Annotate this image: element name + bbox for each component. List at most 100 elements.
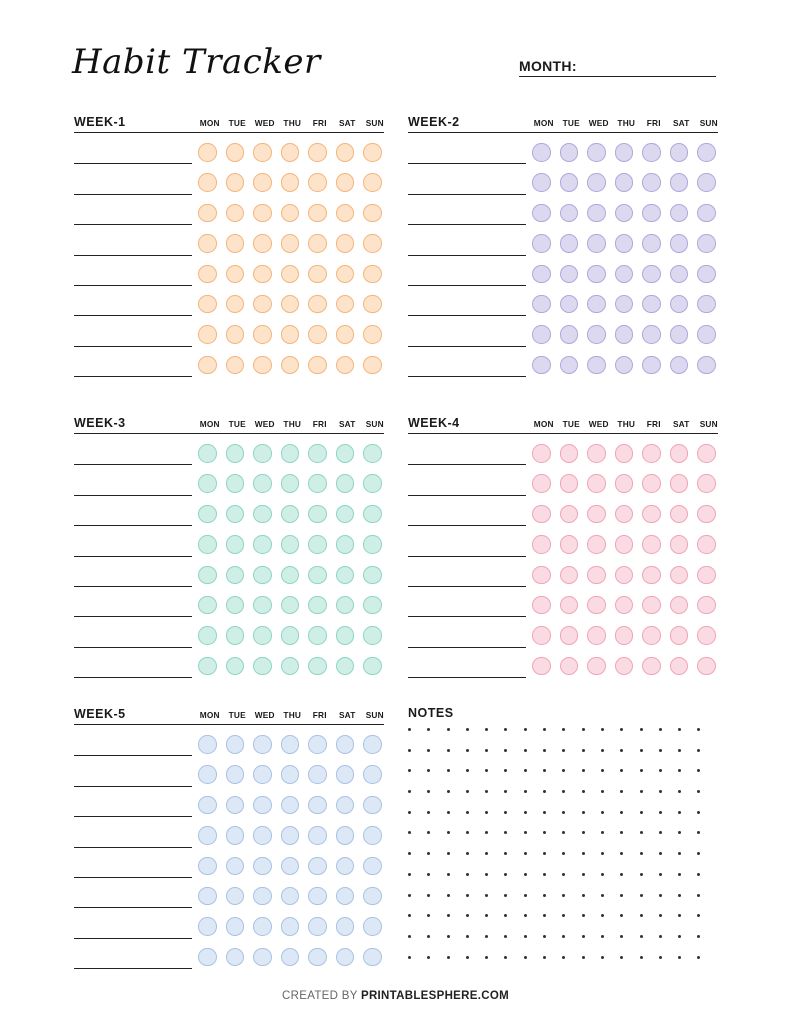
habit-name-line[interactable]: [74, 876, 192, 878]
habit-check-circle[interactable]: [587, 474, 606, 493]
habit-check-circle[interactable]: [225, 565, 244, 585]
habit-check-circle[interactable]: [363, 626, 382, 645]
habit-check-circle[interactable]: [253, 826, 272, 845]
habit-check-circle[interactable]: [559, 595, 578, 615]
habit-check-circle[interactable]: [198, 294, 217, 314]
habit-check-circle[interactable]: [225, 355, 244, 375]
habit-check-circle[interactable]: [225, 656, 244, 676]
habit-check-circle[interactable]: [363, 795, 382, 815]
habit-check-circle[interactable]: [363, 735, 382, 754]
habit-check-circle[interactable]: [253, 735, 272, 754]
habit-check-circle[interactable]: [587, 203, 606, 223]
habit-name-line[interactable]: [74, 193, 192, 195]
habit-check-circle[interactable]: [198, 504, 217, 524]
habit-name-line[interactable]: [74, 755, 192, 757]
habit-check-circle[interactable]: [225, 826, 244, 845]
habit-name-line[interactable]: [74, 376, 192, 378]
habit-check-circle[interactable]: [532, 355, 551, 375]
habit-check-circle[interactable]: [669, 325, 688, 344]
habit-check-circle[interactable]: [697, 626, 716, 645]
habit-name-line[interactable]: [74, 494, 192, 496]
habit-check-circle[interactable]: [335, 656, 354, 676]
habit-check-circle[interactable]: [225, 765, 244, 784]
habit-check-circle[interactable]: [335, 264, 354, 284]
habit-check-circle[interactable]: [280, 264, 299, 284]
habit-check-circle[interactable]: [308, 856, 327, 876]
habit-check-circle[interactable]: [587, 234, 606, 253]
habit-check-circle[interactable]: [532, 626, 551, 645]
habit-check-circle[interactable]: [198, 474, 217, 493]
habit-check-circle[interactable]: [669, 234, 688, 253]
habit-name-line[interactable]: [74, 646, 192, 648]
habit-check-circle[interactable]: [614, 355, 633, 375]
habit-check-circle[interactable]: [253, 535, 272, 554]
habit-name-line[interactable]: [408, 163, 526, 165]
habit-check-circle[interactable]: [225, 735, 244, 754]
habit-check-circle[interactable]: [225, 294, 244, 314]
habit-check-circle[interactable]: [335, 826, 354, 845]
habit-check-circle[interactable]: [198, 173, 217, 192]
habit-check-circle[interactable]: [225, 626, 244, 645]
habit-check-circle[interactable]: [642, 355, 661, 375]
habit-check-circle[interactable]: [335, 143, 354, 162]
habit-check-circle[interactable]: [280, 765, 299, 784]
habit-name-line[interactable]: [408, 646, 526, 648]
habit-check-circle[interactable]: [363, 826, 382, 845]
habit-check-circle[interactable]: [532, 444, 551, 463]
habit-check-circle[interactable]: [559, 444, 578, 463]
habit-check-circle[interactable]: [198, 735, 217, 754]
habit-check-circle[interactable]: [253, 886, 272, 906]
habit-check-circle[interactable]: [614, 173, 633, 192]
habit-check-circle[interactable]: [532, 535, 551, 554]
habit-check-circle[interactable]: [614, 565, 633, 585]
habit-check-circle[interactable]: [280, 826, 299, 845]
habit-name-line[interactable]: [408, 616, 526, 618]
habit-check-circle[interactable]: [642, 294, 661, 314]
habit-check-circle[interactable]: [587, 143, 606, 162]
habit-name-line[interactable]: [408, 254, 526, 256]
habit-check-circle[interactable]: [225, 234, 244, 253]
habit-check-circle[interactable]: [642, 264, 661, 284]
habit-name-line[interactable]: [408, 193, 526, 195]
habit-check-circle[interactable]: [669, 143, 688, 162]
habit-check-circle[interactable]: [308, 595, 327, 615]
habit-check-circle[interactable]: [669, 504, 688, 524]
habit-check-circle[interactable]: [280, 947, 299, 967]
habit-name-line[interactable]: [74, 345, 192, 347]
habit-check-circle[interactable]: [614, 656, 633, 676]
habit-check-circle[interactable]: [669, 173, 688, 192]
habit-check-circle[interactable]: [669, 656, 688, 676]
habit-check-circle[interactable]: [587, 656, 606, 676]
habit-check-circle[interactable]: [363, 765, 382, 784]
habit-check-circle[interactable]: [669, 264, 688, 284]
habit-check-circle[interactable]: [198, 856, 217, 876]
habit-check-circle[interactable]: [253, 444, 272, 463]
habit-name-line[interactable]: [408, 555, 526, 557]
habit-check-circle[interactable]: [697, 325, 716, 344]
habit-check-circle[interactable]: [642, 595, 661, 615]
habit-check-circle[interactable]: [363, 917, 382, 936]
habit-name-line[interactable]: [408, 464, 526, 466]
habit-check-circle[interactable]: [253, 656, 272, 676]
habit-check-circle[interactable]: [532, 234, 551, 253]
footer-brand[interactable]: PRINTABLESPHERE.COM: [360, 990, 509, 1002]
habit-check-circle[interactable]: [363, 504, 382, 524]
habit-check-circle[interactable]: [532, 325, 551, 344]
habit-check-circle[interactable]: [253, 264, 272, 284]
habit-check-circle[interactable]: [363, 535, 382, 554]
habit-check-circle[interactable]: [308, 143, 327, 162]
habit-check-circle[interactable]: [335, 626, 354, 645]
habit-check-circle[interactable]: [363, 656, 382, 676]
habit-check-circle[interactable]: [225, 535, 244, 554]
habit-check-circle[interactable]: [335, 795, 354, 815]
habit-check-circle[interactable]: [532, 565, 551, 585]
habit-check-circle[interactable]: [642, 173, 661, 192]
habit-check-circle[interactable]: [225, 595, 244, 615]
habit-check-circle[interactable]: [614, 595, 633, 615]
habit-check-circle[interactable]: [225, 173, 244, 192]
habit-check-circle[interactable]: [559, 474, 578, 493]
habit-check-circle[interactable]: [308, 535, 327, 554]
habit-name-line[interactable]: [408, 525, 526, 527]
habit-check-circle[interactable]: [335, 444, 354, 463]
habit-check-circle[interactable]: [253, 355, 272, 375]
